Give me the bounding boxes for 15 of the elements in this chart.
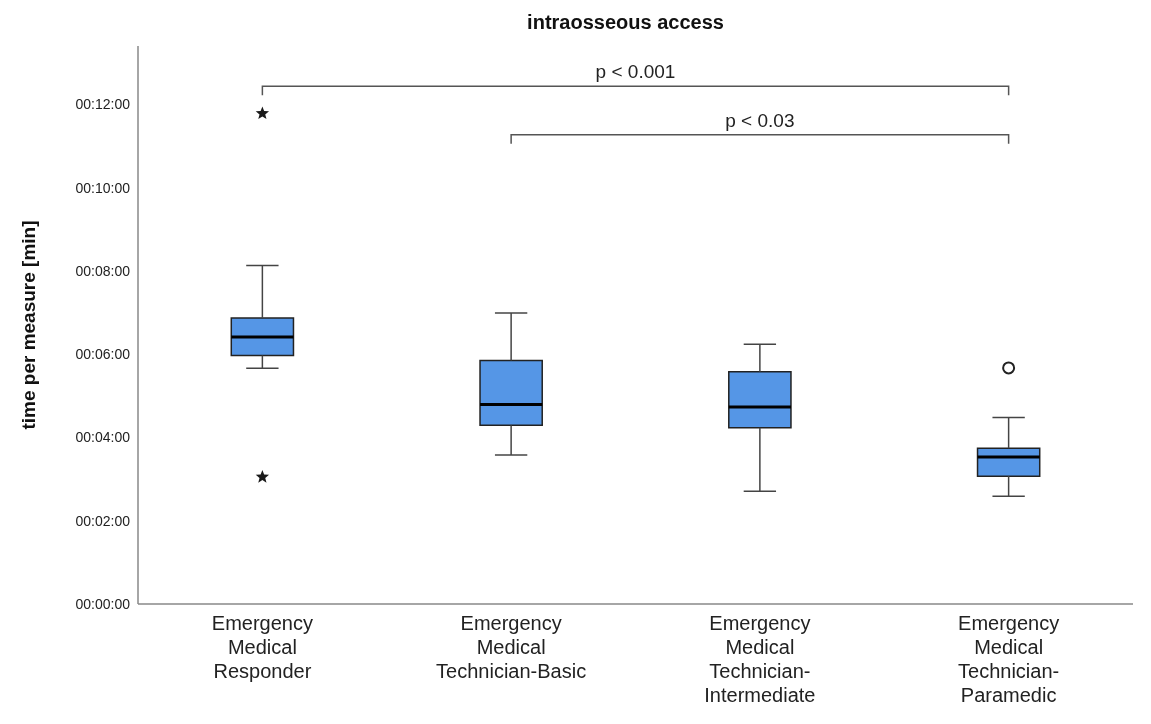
annotation: p < 0.001	[595, 61, 676, 83]
x-tick-label: Emergency Medical Responder	[211, 612, 313, 682]
y-tick-label: 00:08:00	[75, 262, 131, 279]
y-axis-title: time per measure [min]	[17, 220, 39, 430]
chart-title: intraosseous access	[526, 10, 725, 35]
y-tick-label: 00:12:00	[75, 96, 131, 113]
y-tick-label: 00:00:00	[75, 595, 131, 612]
y-tick-label: 00:04:00	[75, 429, 131, 446]
y-tick-label: 00:06:00	[75, 346, 131, 363]
y-tick-label: 00:10:00	[75, 179, 131, 196]
x-tick-label: Emergency Medical Technician-Intermediate	[704, 612, 816, 706]
y-tick-label: 00:02:00	[75, 512, 131, 529]
annotation: p < 0.03	[725, 109, 795, 131]
x-tick-label: Emergency Medical Technician-Paramedic	[958, 612, 1060, 706]
x-tick-label: Emergency Medical Technician-Basic	[436, 612, 587, 682]
